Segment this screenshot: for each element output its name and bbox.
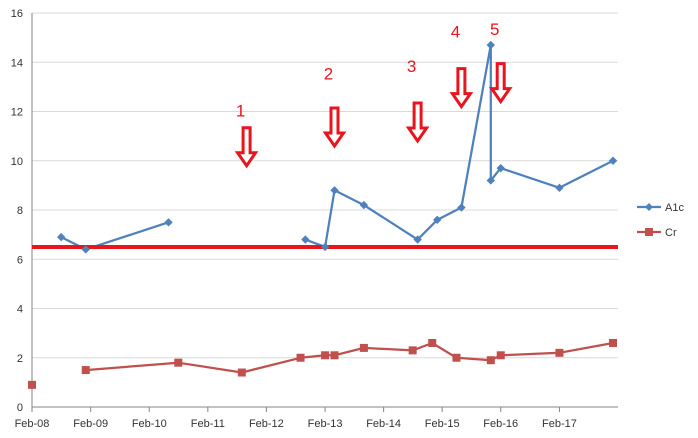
annotation-label: 5 [490,20,499,39]
data-point-a1c [301,235,310,244]
data-point-a1c [359,200,369,210]
data-point-cr [609,338,618,347]
data-point-a1c [330,186,339,195]
annotation-label: 2 [324,64,333,83]
x-tick-label: Feb-12 [249,418,284,430]
data-point-cr [321,351,330,360]
data-point-a1c [608,156,618,165]
data-point-a1c [56,232,66,242]
x-tick-label: Feb-16 [483,418,518,430]
x-tick-label: Feb-08 [15,418,50,430]
data-point-cr [486,356,495,365]
data-point-cr [359,343,368,352]
x-tick-label: Feb-15 [425,418,460,430]
data-point-a1c [81,245,90,254]
x-tick-label: Feb-13 [308,418,343,430]
annotation-arrow-5 [488,62,513,105]
x-tick-label: Feb-14 [366,418,401,430]
annotation-label: 3 [407,57,416,76]
data-point-cr [408,346,417,355]
y-tick-label: 0 [17,402,23,414]
x-tick-label: Feb-17 [542,418,577,430]
data-point-a1c [486,176,495,185]
x-tick-label: Feb-11 [191,418,225,430]
legend-label-cr: Cr [665,227,677,239]
y-tick-label: 2 [17,353,23,365]
y-tick-label: 16 [11,8,23,20]
data-point-cr [428,338,437,347]
data-point-a1c [164,218,173,227]
annotation-arrow-2 [322,106,347,149]
y-tick-label: 6 [17,254,23,266]
annotation-arrow-1 [234,126,259,169]
data-point-cr [237,368,246,377]
data-point-a1c [433,215,442,225]
y-tick-label: 12 [11,107,23,119]
annotation-label: 1 [236,101,245,120]
data-point-a1c [555,183,564,193]
y-tick-label: 8 [17,205,23,217]
y-tick-label: 4 [17,304,23,316]
data-point-cr [496,351,505,360]
data-point-a1c [486,40,495,50]
x-tick-label: Feb-09 [73,418,108,430]
y-tick-label: 14 [11,57,23,69]
data-point-cr [28,380,36,389]
data-point-a1c [457,203,466,212]
x-tick-label: Feb-10 [132,418,167,430]
data-point-cr [452,353,461,362]
annotation-label: 4 [451,23,460,42]
data-point-cr [296,353,305,362]
y-tick-label: 10 [11,156,23,168]
data-point-a1c [320,242,330,252]
data-point-cr [330,351,339,360]
series-line-a1c [304,43,614,249]
annotation-arrow-3 [405,101,430,144]
data-point-cr [555,348,564,357]
legend-label-a1c: A1c [665,202,684,214]
legend-marker-a1c [645,203,653,211]
data-point-cr [174,358,183,367]
legend-marker-cr [645,228,653,236]
data-point-cr [81,366,90,375]
annotation-arrow-4 [449,67,474,110]
data-point-a1c [496,163,505,173]
data-point-a1c [413,235,422,244]
